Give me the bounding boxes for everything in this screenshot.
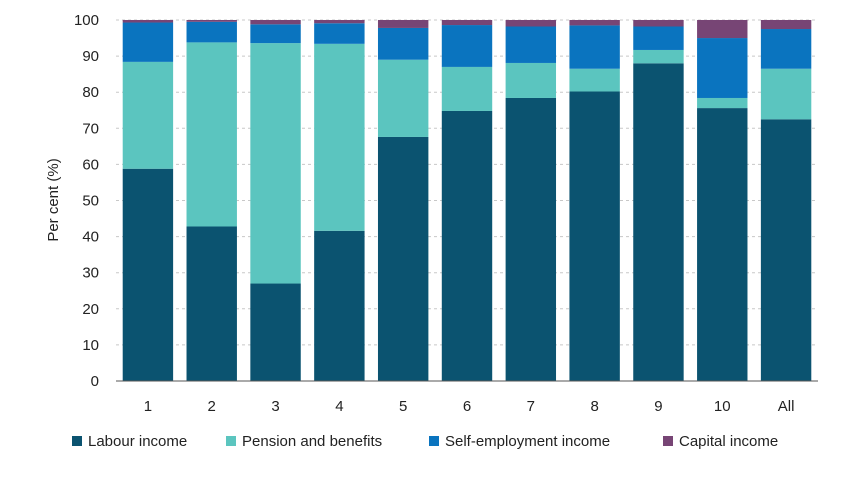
x-tick-label: 5: [399, 398, 407, 415]
y-tick-label: 80: [82, 84, 99, 101]
bar-segment: [377, 27, 429, 60]
bar-segment: [186, 21, 237, 43]
y-tick-label: 70: [82, 120, 99, 137]
bar-segment: [314, 23, 365, 44]
bar-segment: [250, 20, 301, 25]
bar-segment: [314, 230, 365, 381]
bar-segment: [633, 49, 684, 64]
legend-item: Self-employment income: [429, 433, 610, 450]
bar-segment: [569, 91, 620, 381]
bar-segment: [505, 62, 557, 98]
bar-segment: [314, 20, 365, 24]
legend-swatch: [429, 436, 439, 446]
bar-segment: [186, 42, 237, 227]
bar-segment: [186, 20, 237, 22]
bar-segment: [441, 25, 493, 67]
x-tick-label: All: [778, 398, 795, 415]
bar-segment: [633, 63, 684, 381]
y-tick-labels: 0 10 20 30 40 50 60 70 80 90 100: [74, 12, 99, 390]
bar-segment: [760, 29, 812, 69]
bar-segment: [505, 97, 557, 381]
x-tick-label: 9: [654, 398, 662, 415]
bar-segment: [760, 20, 812, 30]
x-tick-label: 1: [144, 398, 152, 415]
bar-segment: [697, 97, 748, 109]
bar-segment: [186, 226, 237, 381]
bar-segment: [760, 68, 812, 120]
legend-swatch: [226, 436, 236, 446]
bar-segment: [569, 68, 620, 92]
legend: Labour income Pension and benefits Self-em…: [72, 433, 778, 450]
legend-label: Pension and benefits: [242, 433, 382, 450]
x-tick-label: 7: [527, 398, 535, 415]
y-tick-label: 100: [74, 12, 99, 29]
y-tick-label: 90: [82, 48, 99, 65]
bar-segment: [697, 38, 748, 98]
bar-segment: [569, 25, 620, 69]
bar-segment: [122, 61, 174, 169]
bar-segment: [505, 20, 557, 27]
legend-label: Self-employment income: [445, 433, 610, 450]
x-tick-label: 4: [335, 398, 343, 415]
legend-item: Capital income: [663, 433, 778, 450]
y-tick-label: 50: [82, 193, 99, 210]
bar-segment: [377, 20, 429, 28]
y-tick-label: 20: [82, 301, 99, 318]
y-tick-label: 40: [82, 229, 99, 246]
x-tick-label: 6: [463, 398, 471, 415]
bar-segment: [441, 110, 493, 382]
bar-segment: [377, 136, 429, 381]
bar-segment: [250, 283, 301, 381]
legend-item: Labour income: [72, 433, 187, 450]
bar-segment: [569, 20, 620, 26]
bar-segment: [697, 108, 748, 382]
legend-item: Pension and benefits: [226, 433, 382, 450]
x-tick-labels: 1 2 3 4 5 6 7 8 9 10 All: [144, 398, 795, 415]
y-axis-title: Per cent (%): [45, 158, 62, 241]
x-tick-label: 2: [208, 398, 216, 415]
bar-segment: [697, 20, 748, 39]
legend-label: Labour income: [88, 433, 187, 450]
bar-segment: [633, 20, 684, 27]
bar-segment: [633, 26, 684, 50]
bar-segment: [122, 22, 174, 62]
x-tick-label: 3: [271, 398, 279, 415]
bar-segment: [314, 43, 365, 231]
y-tick-label: 0: [91, 373, 99, 390]
legend-swatch: [663, 436, 673, 446]
legend-swatch: [72, 436, 82, 446]
bar-segment: [377, 59, 429, 137]
bar-segment: [505, 26, 557, 63]
bar-segment: [250, 24, 301, 44]
y-tick-label: 30: [82, 265, 99, 282]
bar-segment: [250, 43, 301, 284]
bar-segment: [760, 119, 812, 382]
bar-segment: [122, 20, 174, 23]
bar-segment: [441, 20, 493, 26]
y-tick-label: 10: [82, 337, 99, 354]
bar-segment: [441, 66, 493, 111]
x-tick-label: 10: [714, 398, 731, 415]
bar-segment: [122, 168, 174, 381]
y-tick-label: 60: [82, 156, 99, 173]
x-tick-label: 8: [590, 398, 598, 415]
bars: [122, 20, 812, 382]
legend-label: Capital income: [679, 433, 778, 450]
